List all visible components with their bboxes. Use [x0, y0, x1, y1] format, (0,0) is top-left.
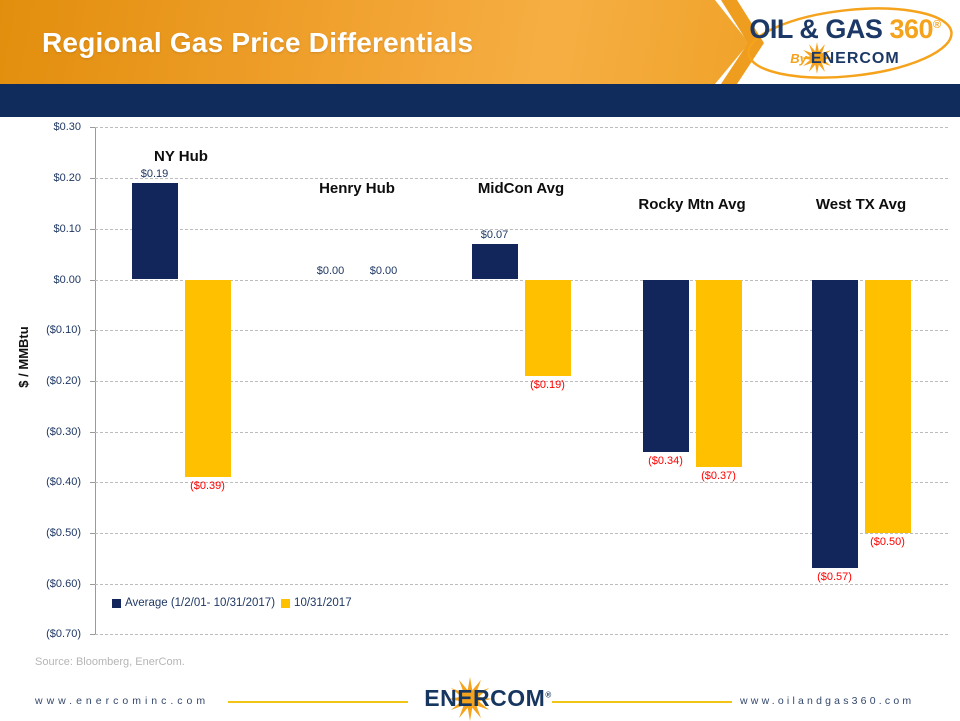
bar-rocky-mtn-avg-s1 [695, 279, 742, 468]
legend-swatch [281, 598, 291, 608]
bar-midcon-avg-s1 [524, 279, 571, 376]
value-label: ($0.37) [701, 470, 736, 483]
axis-tick [90, 178, 95, 179]
axis-tick [90, 533, 95, 534]
oilandgas360-link[interactable]: www.oilandgas360.com [740, 695, 915, 707]
page-title: Regional Gas Price Differentials [42, 27, 474, 58]
category-label-west-tx-avg: West TX Avg [815, 196, 907, 213]
y-axis-tick-labels: $0.30 $0.20 $0.10 $0.00 ($0.10) ($0.20) ($0.30… [0, 121, 87, 640]
gridline [95, 280, 948, 281]
y-tick-label: ($0.70) [46, 628, 81, 640]
value-label: $0.00 [316, 264, 345, 277]
logo-by-text: By [790, 51, 807, 66]
logo-byline: By ENERCOM [740, 50, 950, 68]
y-tick-label: $0.30 [53, 121, 81, 133]
category-label-henry-hub: Henry Hub [319, 180, 395, 197]
footer-divider-line [552, 701, 732, 703]
registered-mark: ® [933, 19, 941, 31]
legend-item-average: Average (1/2/01- 10/31/2017) [112, 597, 275, 609]
footer-logo-text: ENERCOM® [424, 685, 552, 711]
gridline [95, 482, 948, 483]
plot-area: Average (1/2/01- 10/31/2017) 10/31/2017 … [90, 127, 948, 635]
gridline [95, 127, 948, 128]
bar-midcon-avg-s0 [471, 244, 518, 280]
y-tick-label: ($0.50) [46, 527, 81, 539]
bar-ny-hub-s0 [131, 183, 178, 280]
bar-west-tx-avg-s1 [864, 279, 911, 533]
value-label: ($0.39) [190, 480, 225, 493]
bar-ny-hub-s1 [184, 279, 231, 478]
logo-360-text: 360 [889, 14, 933, 44]
oilandgas360-logo: OIL & GAS 360® [740, 14, 950, 45]
navy-divider-band [0, 84, 960, 117]
axis-tick [90, 127, 95, 128]
legend-item-current: 10/31/2017 [281, 597, 352, 609]
enercom-footer-logo: ENERCOM® [398, 677, 578, 721]
source-note: Source: Bloomberg, EnerCom. [35, 656, 185, 668]
axis-tick [90, 432, 95, 433]
y-tick-label: $0.10 [53, 223, 81, 235]
value-label: ($0.57) [817, 571, 852, 584]
footer-sunburst-icon [448, 677, 492, 721]
gridline [95, 229, 948, 230]
bar-rocky-mtn-avg-s0 [642, 279, 689, 452]
gridline [95, 178, 948, 179]
bar-west-tx-avg-s0 [811, 279, 858, 569]
legend-label: Average (1/2/01- 10/31/2017) [125, 597, 276, 609]
chart-legend: Average (1/2/01- 10/31/2017) 10/31/2017 [112, 597, 352, 609]
axis-tick [90, 229, 95, 230]
registered-mark: ® [545, 690, 552, 700]
enercominc-link[interactable]: www.enercominc.com [35, 695, 210, 707]
y-tick-label: ($0.10) [46, 324, 81, 336]
axis-tick [90, 634, 95, 635]
category-label-rocky-mtn-avg: Rocky Mtn Avg [638, 196, 746, 213]
category-label-ny-hub: NY Hub [154, 148, 208, 165]
gridline [95, 381, 948, 382]
y-tick-label: $0.00 [53, 274, 81, 286]
gridline [95, 584, 948, 585]
gridline [95, 634, 948, 635]
category-label-midcon-avg: MidCon Avg [477, 180, 565, 197]
value-label: $0.19 [140, 168, 169, 181]
logo-brand-text: OIL & GAS [749, 14, 883, 44]
axis-tick [90, 381, 95, 382]
value-label: ($0.19) [530, 378, 565, 391]
value-label: ($0.34) [648, 454, 683, 467]
gridline [95, 330, 948, 331]
y-tick-label: $0.20 [53, 172, 81, 184]
axis-tick [90, 584, 95, 585]
axis-tick [90, 330, 95, 331]
footer-divider-line [228, 701, 408, 703]
axis-tick [90, 280, 95, 281]
axis-tick [90, 482, 95, 483]
gridline [95, 533, 948, 534]
value-label: ($0.50) [870, 536, 905, 548]
gridline [95, 432, 948, 433]
value-label: $0.07 [480, 229, 509, 241]
y-tick-label: ($0.40) [46, 476, 81, 488]
logo-enercom-text: ENERCOM [810, 50, 900, 67]
y-tick-label: ($0.60) [46, 578, 81, 590]
y-tick-label: ($0.30) [46, 426, 81, 438]
legend-swatch [112, 598, 121, 608]
legend-label: 10/31/2017 [294, 597, 352, 609]
value-label: $0.00 [369, 264, 398, 277]
y-tick-label: ($0.20) [46, 375, 81, 387]
